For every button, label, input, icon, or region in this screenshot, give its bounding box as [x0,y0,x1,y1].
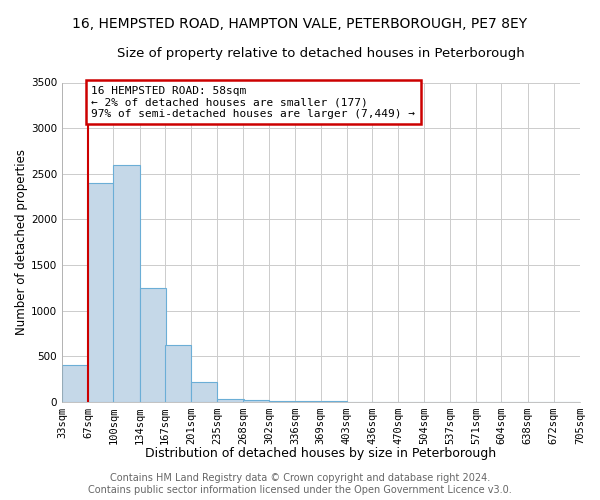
Bar [269,401,295,402]
Bar [62,366,88,402]
Text: 16, HEMPSTED ROAD, HAMPTON VALE, PETERBOROUGH, PE7 8EY: 16, HEMPSTED ROAD, HAMPTON VALE, PETERBO… [73,18,527,32]
Title: Size of property relative to detached houses in Peterborough: Size of property relative to detached ho… [117,48,525,60]
X-axis label: Distribution of detached houses by size in Peterborough: Distribution of detached houses by size … [145,447,497,460]
Bar [113,164,140,402]
Bar [191,382,217,402]
Bar [88,183,114,402]
Bar [217,399,244,402]
Y-axis label: Number of detached properties: Number of detached properties [15,149,28,335]
Bar [165,346,191,402]
Text: 16 HEMPSTED ROAD: 58sqm
← 2% of detached houses are smaller (177)
97% of semi-de: 16 HEMPSTED ROAD: 58sqm ← 2% of detached… [91,86,415,119]
Bar [140,288,166,402]
Bar [295,401,322,402]
Bar [243,400,269,402]
Text: Contains HM Land Registry data © Crown copyright and database right 2024.
Contai: Contains HM Land Registry data © Crown c… [88,474,512,495]
